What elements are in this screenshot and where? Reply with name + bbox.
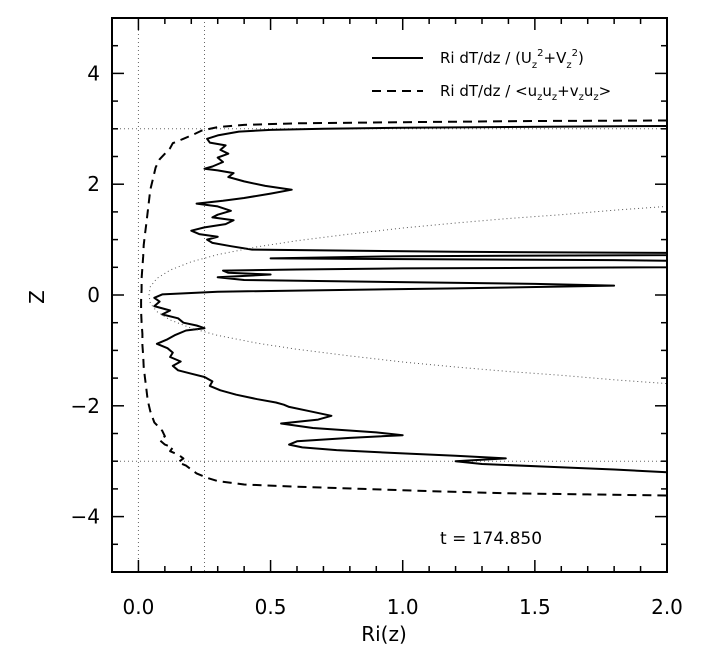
y-tick-label: 0 bbox=[87, 283, 100, 307]
y-tick-label: −4 bbox=[71, 505, 100, 529]
y-tick-label: 4 bbox=[87, 61, 100, 85]
series-line-dashed bbox=[140, 119, 667, 497]
tick-labels: 0.0 0.5 1.0 1.5 2.0 −4 −2 0 2 4 bbox=[71, 61, 683, 619]
series-line-dotted bbox=[148, 205, 667, 385]
y-tick-label: 2 bbox=[87, 172, 100, 196]
x-tick-label: 1.5 bbox=[519, 595, 551, 619]
x-tick-label: 1.0 bbox=[387, 595, 419, 619]
time-annotation: t = 174.850 bbox=[440, 529, 542, 549]
legend-label-dashed: Ri dT/dz / <uzuz+vzuz> bbox=[440, 82, 611, 103]
y-tick-label: −2 bbox=[71, 394, 100, 418]
x-tick-label: 2.0 bbox=[651, 595, 683, 619]
x-tick-label: 0.5 bbox=[255, 595, 287, 619]
x-axis-title: Ri(z) bbox=[361, 622, 407, 646]
series-line-solid bbox=[153, 125, 667, 474]
data-lines bbox=[140, 119, 667, 497]
y-axis-title: Z bbox=[25, 290, 49, 304]
legend-label-solid: Ri dT/dz / (Uz2+Vz2) bbox=[440, 48, 584, 71]
legend: Ri dT/dz / (Uz2+Vz2) Ri dT/dz / <uzuz+vz… bbox=[372, 48, 611, 103]
reference-lines bbox=[112, 18, 667, 572]
tick-marks bbox=[112, 17, 668, 573]
x-tick-label: 0.0 bbox=[123, 595, 155, 619]
